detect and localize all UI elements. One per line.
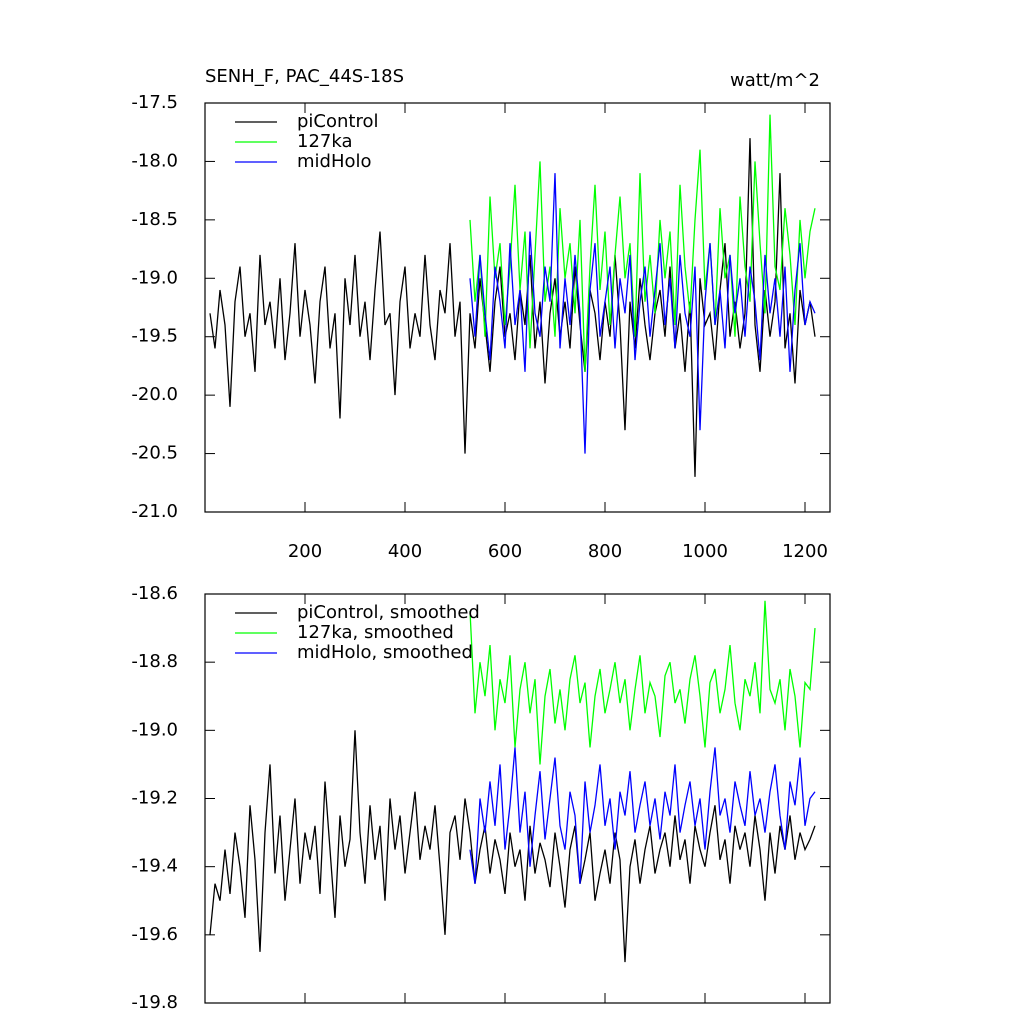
series-line xyxy=(469,600,816,765)
legend-label: 127ka, smoothed xyxy=(297,622,454,643)
y-tick-label: -19.0 xyxy=(131,267,178,288)
y-tick-label: -19.4 xyxy=(131,856,178,877)
x-tick-label: 1200 xyxy=(782,541,828,562)
legend-label: midHolo, smoothed xyxy=(297,642,473,663)
x-tick-label: 200 xyxy=(288,541,322,562)
y-tick-label: -19.2 xyxy=(131,788,178,809)
x-tick-label: 600 xyxy=(488,541,522,562)
legend-label: midHolo xyxy=(297,151,372,172)
y-tick-label: -19.5 xyxy=(131,326,178,347)
y-tick-label: -19.0 xyxy=(131,719,178,740)
series-line xyxy=(469,173,816,454)
y-tick-label: -20.0 xyxy=(131,384,178,405)
y-tick-label: -18.6 xyxy=(131,583,178,604)
y-tick-label: -21.0 xyxy=(131,501,178,522)
legend-label: 127ka xyxy=(297,131,353,152)
x-tick-label: 800 xyxy=(588,541,622,562)
legend-label: piControl xyxy=(297,111,379,132)
y-tick-label: -20.5 xyxy=(131,443,178,464)
y-tick-label: -18.5 xyxy=(131,209,178,230)
chart-title: SENH_F, PAC_44S-18S xyxy=(205,66,404,87)
x-tick-label: 400 xyxy=(388,541,422,562)
y-tick-label: -18.0 xyxy=(131,150,178,171)
plot-frame xyxy=(204,102,831,513)
series-line xyxy=(209,138,816,477)
series-line xyxy=(469,114,816,372)
series-line xyxy=(469,747,816,884)
y-tick-label: -19.8 xyxy=(131,992,178,1013)
x-tick-label: 1000 xyxy=(682,541,728,562)
y-tick-label: -18.8 xyxy=(131,651,178,672)
y-tick-label: -17.5 xyxy=(131,92,178,113)
y-tick-label: -19.6 xyxy=(131,924,178,945)
legend-label: piControl, smoothed xyxy=(297,602,480,623)
units-label: watt/m^2 xyxy=(730,70,820,91)
series-line xyxy=(209,730,816,963)
